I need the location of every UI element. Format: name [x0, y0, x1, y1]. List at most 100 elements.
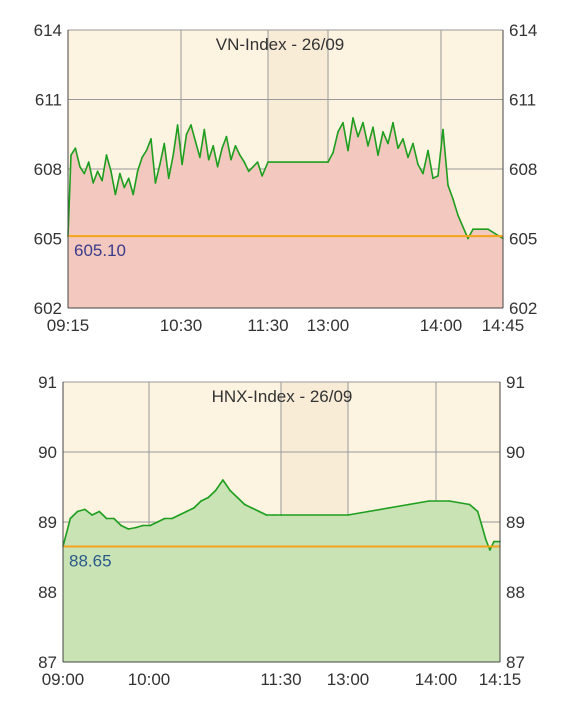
vn-line-segment: [357, 121, 364, 138]
hnx-line-segment: [236, 496, 246, 506]
vn-line-segment: [101, 154, 108, 182]
vn-line-segment: [243, 161, 250, 173]
vn-line-segment: [382, 131, 389, 145]
vn-ytick-right-label: 605: [509, 230, 537, 249]
hnx-line-segment: [120, 524, 130, 530]
hnx-series-line: [62, 479, 501, 551]
hnx-line-segment: [480, 524, 487, 541]
vn-line-segment: [352, 117, 359, 138]
vn-y-ticks-left: 602 605 608 611 614: [34, 21, 62, 318]
vn-xtick-label: 09:15: [47, 316, 90, 335]
vn-xtick-label: 10:30: [160, 316, 203, 335]
vn-line-segment: [123, 177, 130, 189]
vn-line-segment: [422, 149, 429, 175]
vn-line-segment: [132, 170, 139, 196]
hnx-ytick-right-label: 91: [506, 373, 525, 392]
hnx-line-segment: [448, 500, 471, 506]
vn-line-segment: [119, 172, 126, 189]
hnx-xtick-label: 09:00: [42, 670, 85, 689]
hnx-line-segment: [387, 503, 410, 509]
hnx-xtick-label: 14:00: [415, 670, 458, 689]
vn-line-segment: [332, 131, 339, 154]
vn-line-segment: [141, 149, 148, 159]
hnx-ytick-right-label: 87: [506, 653, 525, 672]
vn-line-segment: [397, 138, 404, 149]
vn-line-segment: [159, 142, 166, 166]
vn-ytick-right-label: 608: [509, 160, 537, 179]
vn-index-chart: 602 605 608 611 614 602 605 608 611 614 09:15 10:…: [34, 21, 538, 335]
vn-line-segment: [457, 214, 464, 228]
vn-line-segment: [207, 145, 214, 161]
hnx-line-segment: [178, 510, 188, 516]
vn-line-segment: [154, 163, 161, 184]
vn-line-segment: [127, 177, 134, 196]
vn-xtick-label: 14:45: [482, 316, 525, 335]
vn-line-segment: [145, 138, 152, 152]
vn-ytick-left-label: 614: [34, 21, 62, 40]
hnx-line-segment: [113, 517, 122, 527]
vn-line-segment: [447, 184, 454, 200]
hnx-axes: [62, 382, 501, 663]
hnx-line-segment: [214, 479, 224, 492]
hnx-line-segment: [91, 510, 101, 516]
vn-axes: [67, 30, 504, 309]
hnx-line-segment: [62, 517, 72, 548]
vn-line-segment: [261, 161, 269, 177]
vn-line-segment: [230, 145, 237, 161]
hnx-x-ticks: 09:00 10:00 11:30 13:00 14:00 14:15: [42, 670, 522, 689]
hnx-chart-title: HNX-Index - 26/09: [212, 387, 353, 406]
vn-line-segment: [185, 124, 192, 136]
vn-line-segment: [377, 131, 384, 156]
hnx-line-segment: [156, 517, 166, 523]
hnx-line-segment: [251, 507, 261, 513]
vn-line-segment: [362, 121, 369, 147]
hnx-line-segment: [367, 507, 390, 513]
vn-ytick-right-label: 602: [509, 299, 537, 318]
vn-line-segment: [252, 161, 259, 168]
vn-y-ticks-right: 602 605 608 611 614: [509, 21, 537, 318]
hnx-line-segment: [472, 507, 479, 513]
hnx-line-segment: [69, 510, 79, 520]
vn-line-segment: [212, 145, 219, 168]
hnx-line-segment: [229, 489, 239, 499]
vn-line-segment: [74, 147, 81, 168]
vn-chart-title: VN-Index - 26/09: [216, 35, 345, 54]
hnx-line-segment: [407, 500, 430, 506]
vn-line-segment: [136, 156, 143, 173]
vn-area-fill: [68, 118, 503, 308]
vn-ytick-left-label: 608: [34, 160, 62, 179]
vn-line-segment: [234, 145, 241, 156]
hnx-line-segment: [222, 479, 231, 492]
hnx-line-segment: [98, 510, 108, 520]
vn-ytick-right-label: 614: [509, 21, 537, 40]
vn-line-segment: [337, 121, 344, 133]
vn-line-segment: [176, 124, 183, 166]
hnx-reference-label: 88.65: [69, 552, 112, 571]
vn-line-segment: [372, 126, 379, 156]
hnx-ytick-right-label: 88: [506, 583, 525, 602]
hnx-xtick-label: 10:00: [128, 670, 171, 689]
vn-line-segment: [347, 117, 354, 152]
hnx-line-segment: [347, 510, 370, 516]
hnx-line-segment: [171, 514, 181, 520]
vn-x-ticks: 09:15 10:30 11:30 13:00 14:00 14:45: [47, 316, 525, 335]
hnx-line-segment: [76, 508, 86, 513]
hnx-y-ticks-left: 87 88 89 90 91: [38, 373, 57, 672]
hnx-ytick-left-label: 91: [38, 373, 57, 392]
vn-line-segment: [239, 154, 246, 163]
vn-line-segment: [87, 161, 94, 184]
hnx-line-segment: [468, 503, 475, 509]
vn-line-segment: [342, 121, 349, 152]
vn-line-segment: [442, 128, 449, 186]
hnx-ytick-left-label: 88: [38, 583, 57, 602]
vn-reference-label: 605.10: [74, 241, 126, 260]
hnx-line-segment: [243, 503, 253, 509]
vn-line-segment: [96, 170, 103, 182]
vn-line-segment: [190, 124, 197, 142]
hnx-area-fill: [63, 480, 500, 662]
hnx-index-chart: 87 88 89 90 91 87 88 89 90 91 09:00 10:00 11:30 13:…: [38, 373, 525, 689]
hnx-ytick-left-label: 89: [38, 513, 57, 532]
vn-line-segment: [225, 135, 232, 161]
vn-line-segment: [172, 124, 179, 156]
